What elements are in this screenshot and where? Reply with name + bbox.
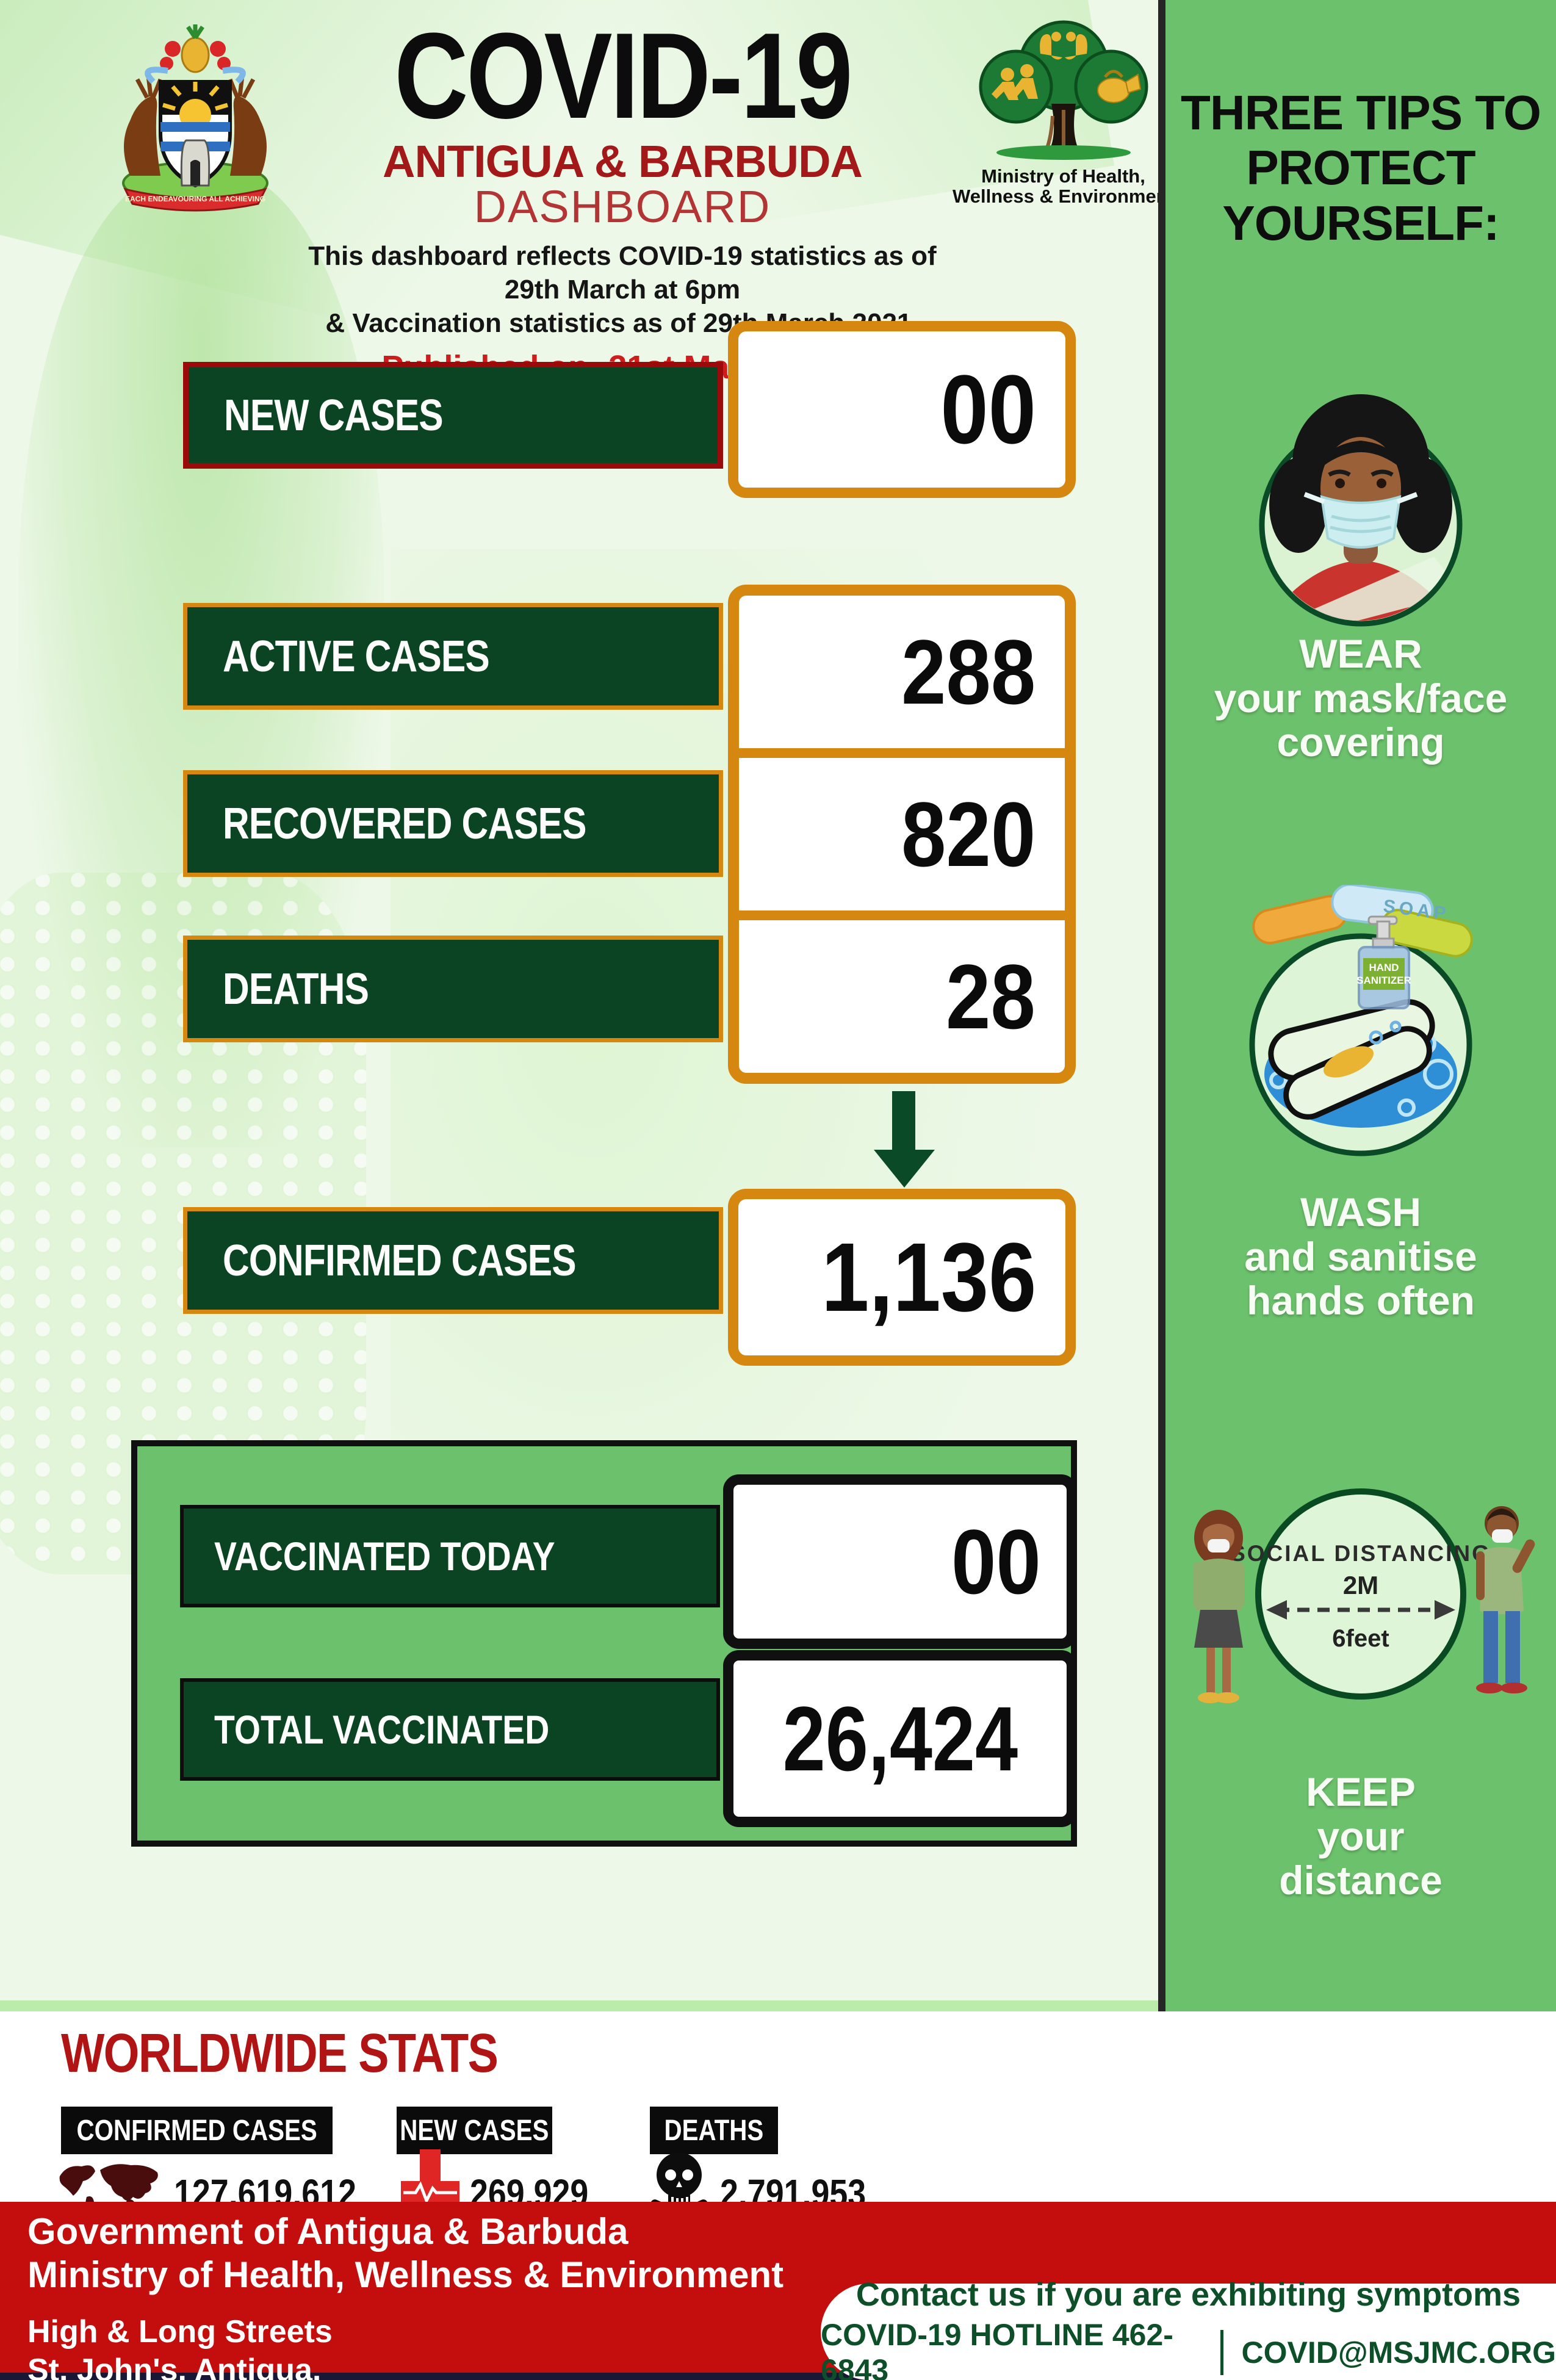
down-arrow-icon [892, 1091, 915, 1153]
running-figures [991, 64, 1038, 100]
ww-new-cases-label: NEW CASES [397, 2107, 552, 2154]
deer-supporter-left [124, 75, 163, 176]
contact-pill: Contact us if you are exhibiting symptom… [821, 2276, 1556, 2380]
footer-gov-line1: Government of Antigua & Barbuda [27, 2211, 629, 2252]
down-arrow-head-icon [874, 1150, 935, 1188]
hand-washing-illustration: SOAP HAND SANITIZER [1249, 885, 1473, 1156]
tip-distance-line1: KEEP [1306, 1769, 1416, 1814]
tip-distance-line3: distance [1279, 1858, 1443, 1903]
person-right-figure [1476, 1506, 1535, 1693]
vaccinated-today-value: 00 [723, 1474, 1077, 1649]
cases-value-stack: 288 820 28 [728, 585, 1076, 1084]
tip-wash-line2: and sanitise [1244, 1233, 1477, 1279]
ministry-tree-icon [979, 20, 1148, 160]
deer-supporter-right [228, 75, 267, 176]
ministry-logo-block: Ministry of Health, Wellness & Environme… [949, 18, 1158, 229]
dashboard-description: This dashboard reflects COVID-19 statist… [287, 239, 958, 340]
tip-wear-line3: covering [1277, 719, 1445, 765]
soap-bars: SOAP [1252, 885, 1473, 957]
antigua-barbuda-coat-of-arms: EACH ENDEAVOURING ALL ACHIEVING [122, 24, 268, 212]
description-line1: This dashboard reflects COVID-19 statist… [308, 241, 937, 305]
hand-sanitizer-bottle: HAND SANITIZER [1356, 915, 1411, 1009]
contact-details: COVID-19 HOTLINE 462-6843 COVID@MSJMC.OR… [821, 2317, 1556, 2380]
divider-band [0, 2000, 1158, 2011]
worldwide-stats-title: WORLDWIDE STATS [61, 2023, 499, 2084]
active-cases-label: ACTIVE CASES [183, 603, 723, 710]
social-distancing-title: SOCIAL DISTANCING [1230, 1541, 1491, 1566]
tips-heading-line3: YOURSELF: [1222, 195, 1499, 250]
deaths-value: 28 [739, 911, 1065, 1073]
tip-wash-line1: WASH [1300, 1189, 1421, 1235]
footer-address-block: Government of Antigua & Barbuda Ministry… [27, 2210, 783, 2380]
social-distancing-illustration: SOCIAL DISTANCING 2M 6feet [1193, 1488, 1535, 1703]
sanitizer-label-line2: SANITIZER [1356, 975, 1411, 986]
worldwide-stats-section: WORLDWIDE STATS CONFIRMED CASES NEW CASE… [0, 2011, 1556, 2236]
recovered-cases-label: RECOVERED CASES [183, 770, 723, 877]
tip-distance-line2: your [1317, 1813, 1405, 1859]
vaccinated-today-label: VACCINATED TODAY [180, 1505, 720, 1607]
tip-wear-text: WEAR your mask/face covering [1165, 632, 1556, 765]
harvest-basket [1097, 70, 1141, 103]
sanitizer-label-line1: HAND [1369, 962, 1399, 973]
confirmed-cases-label: CONFIRMED CASES [183, 1207, 723, 1314]
shield [159, 80, 232, 188]
total-vaccinated-label: TOTAL VACCINATED [180, 1678, 720, 1781]
new-cases-value: 00 [728, 321, 1076, 498]
social-distancing-meters: 2M [1343, 1571, 1378, 1599]
coat-of-arms-motto: EACH ENDEAVOURING ALL ACHIEVING [125, 195, 265, 203]
ministry-caption-line2: Wellness & Environment [953, 186, 1158, 207]
tips-heading-line1: THREE TIPS TO [1180, 85, 1541, 140]
hotline-number: COVID-19 HOTLINE 462-6843 [821, 2318, 1173, 2380]
footer: Government of Antigua & Barbuda Ministry… [0, 2202, 1556, 2380]
ministry-caption-line1: Ministry of Health, [981, 165, 1145, 187]
page-title: COVID-19 [394, 8, 852, 144]
subtitle-dashboard: DASHBOARD [474, 181, 771, 232]
main-panel: EACH ENDEAVOURING ALL ACHIEVING [0, 0, 1158, 2000]
recovered-cases-value: 820 [739, 748, 1065, 911]
deaths-label: DEATHS [183, 936, 723, 1042]
contact-email: COVID@MSJMC.ORG [1241, 2335, 1556, 2370]
confirmed-cases-value: 1,136 [728, 1189, 1076, 1366]
distance-arrow [1266, 1600, 1455, 1620]
contact-heading: Contact us if you are exhibiting symptom… [855, 2276, 1521, 2313]
tip-wash-line3: hands often [1247, 1278, 1475, 1324]
vaccination-panel: VACCINATED TODAY 00 TOTAL VACCINATED 26,… [131, 1440, 1077, 1847]
tips-heading-line2: PROTECT [1246, 140, 1475, 195]
ww-deaths-label: DEATHS [650, 2107, 778, 2154]
tip-wear-line2: your mask/face [1214, 675, 1508, 721]
mask-wearing-illustration [1259, 394, 1463, 627]
contact-divider [1220, 2330, 1223, 2375]
footer-address-line1: High & Long Streets [27, 2313, 333, 2349]
subtitle-country: ANTIGUA & BARBUDA [383, 136, 863, 187]
tip-distance-text: KEEP your distance [1165, 1770, 1556, 1903]
new-cases-label: NEW CASES [183, 362, 723, 469]
footer-address-line2: St. John's, Antigua. [27, 2353, 322, 2380]
caring-hands [1039, 32, 1087, 60]
pineapple-crest [145, 24, 246, 84]
social-distancing-feet: 6feet [1332, 1625, 1389, 1652]
page-subtitle: ANTIGUA & BARBUDA DASHBOARD [287, 139, 958, 229]
person-left-figure [1193, 1510, 1244, 1703]
ww-confirmed-label: CONFIRMED CASES [61, 2107, 333, 2154]
active-cases-value: 288 [901, 620, 1036, 723]
footer-gov-line2: Ministry of Health, Wellness & Environme… [27, 2254, 784, 2295]
total-vaccinated-value: 26,424 [723, 1650, 1077, 1827]
tips-heading: THREE TIPS TO PROTECT YOURSELF: [1165, 85, 1556, 251]
tip-wash-text: WASH and sanitise hands often [1165, 1190, 1556, 1323]
tips-sidebar: THREE TIPS TO PROTECT YOURSELF: [1158, 0, 1556, 2011]
tip-wear-line1: WEAR [1299, 631, 1422, 676]
